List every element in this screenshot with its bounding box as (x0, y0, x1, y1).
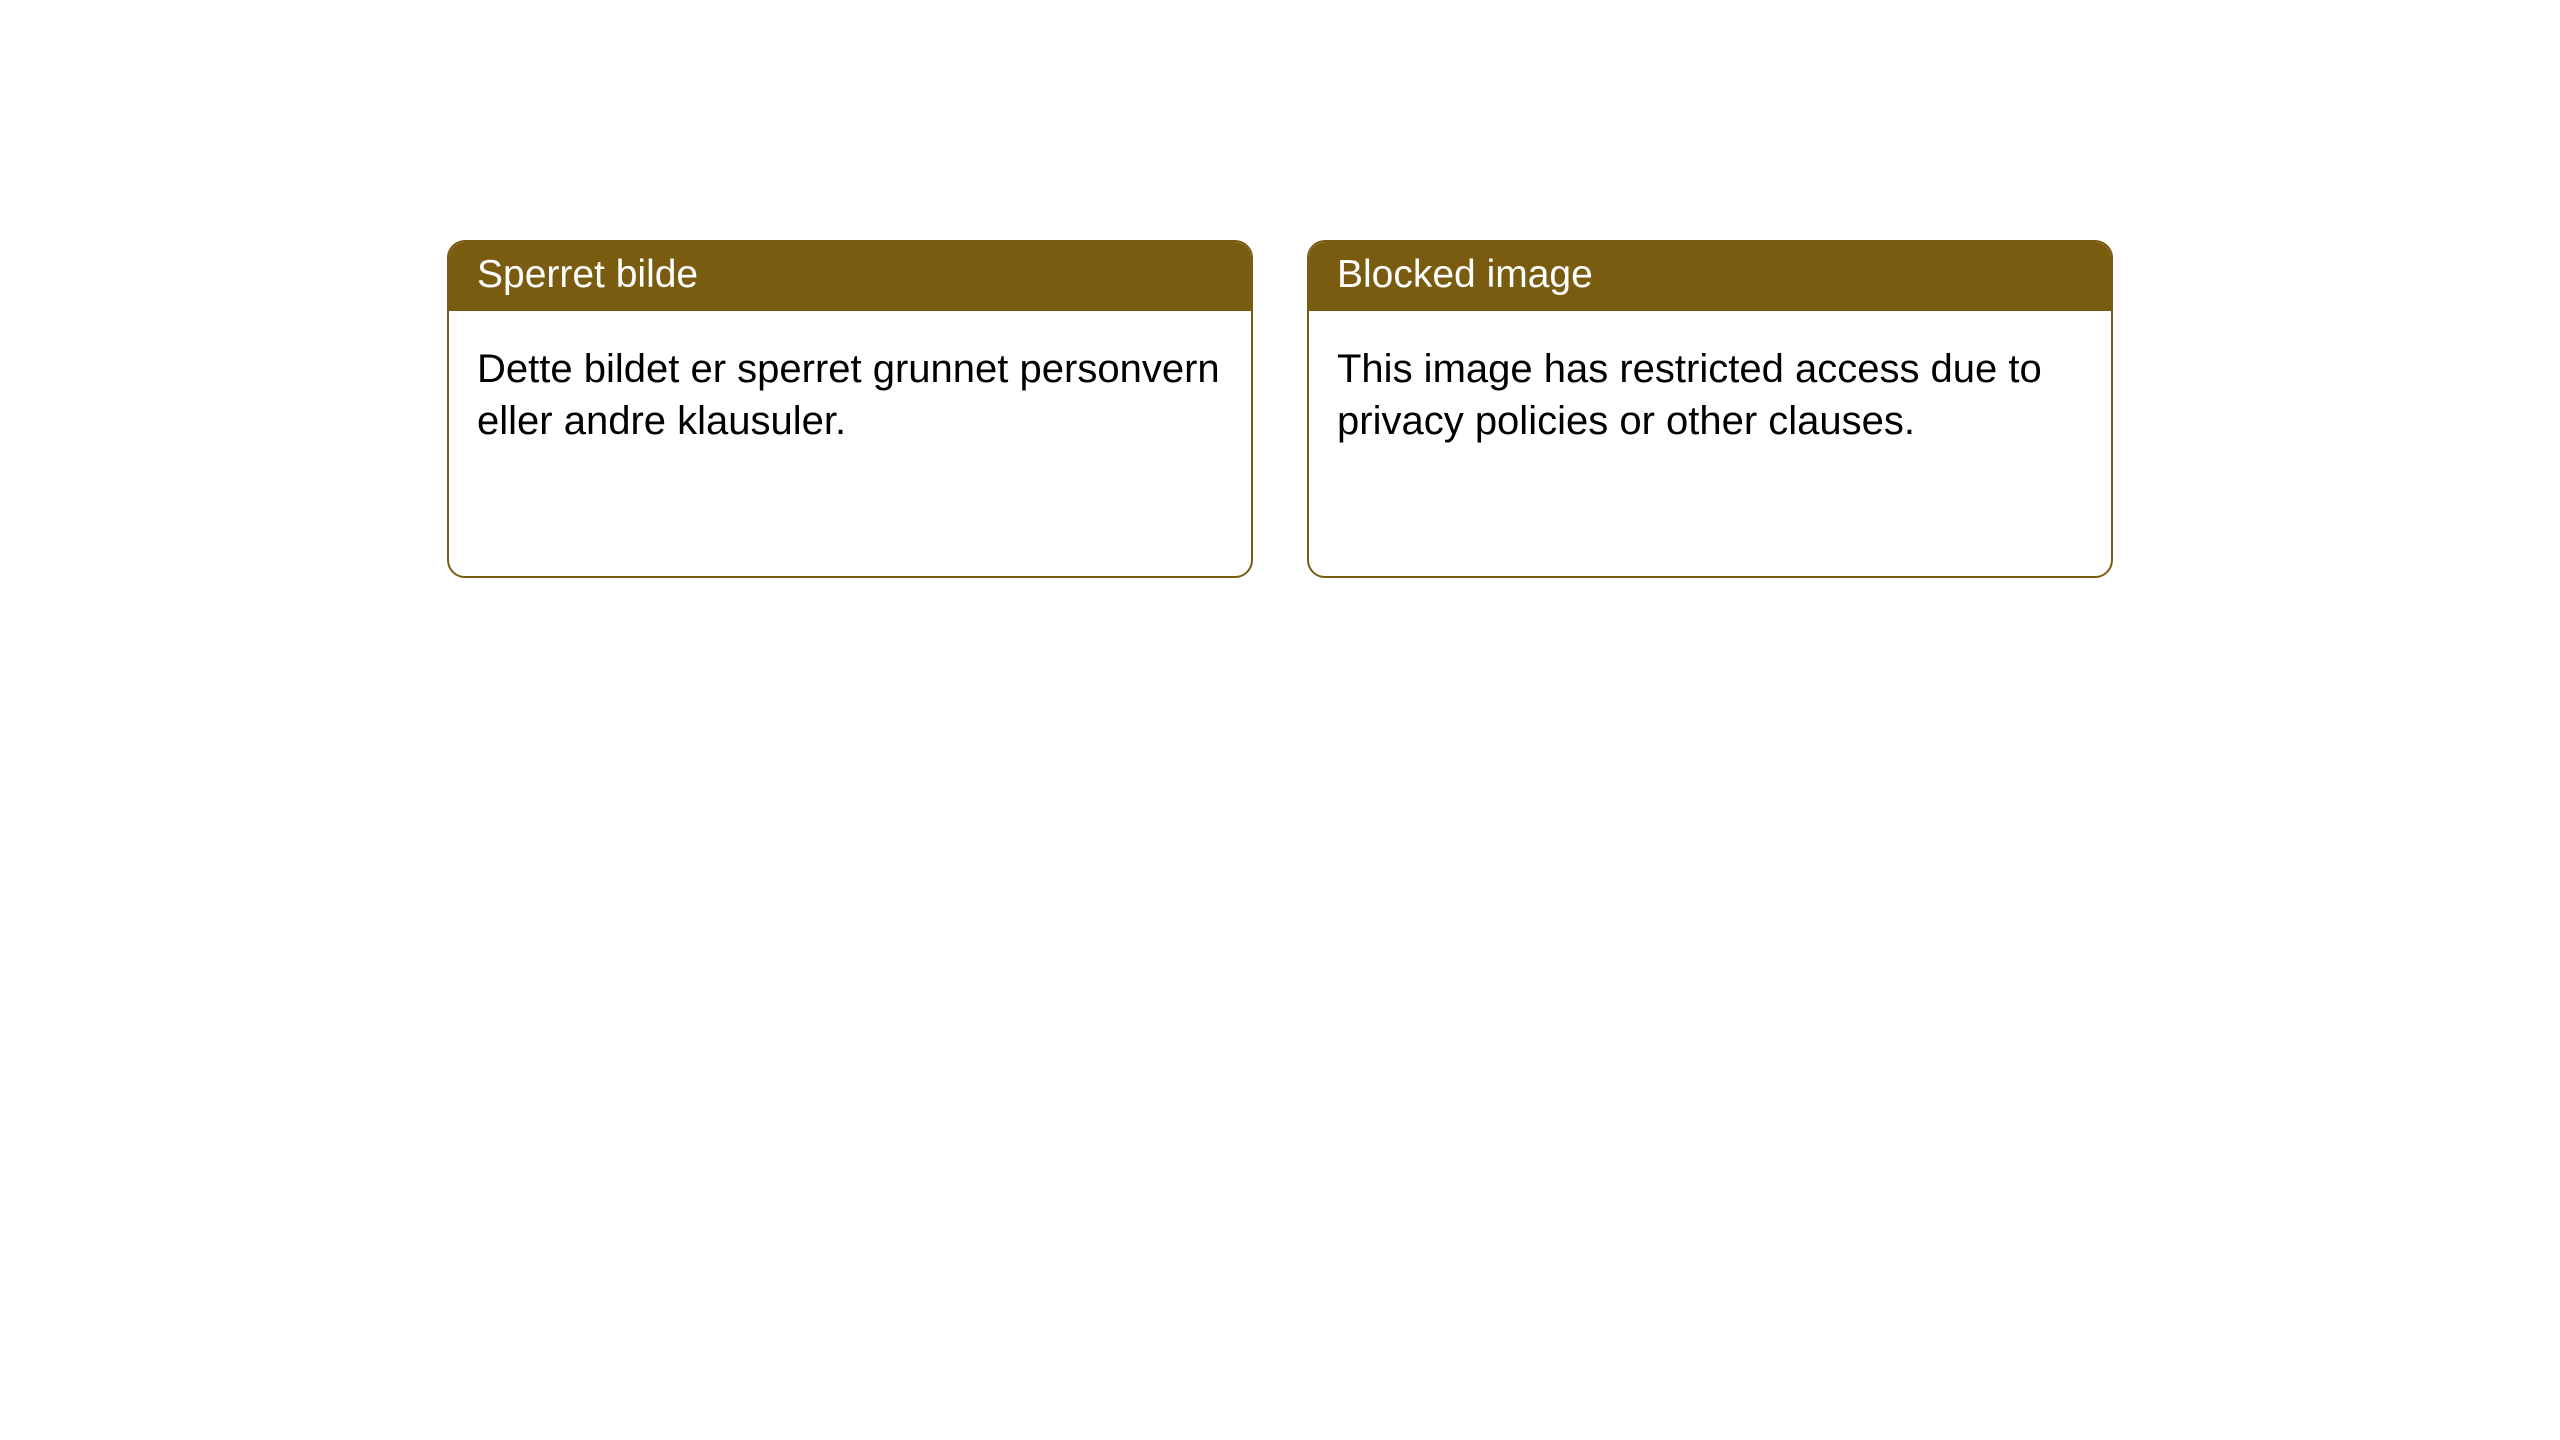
notice-card-title: Sperret bilde (449, 242, 1251, 311)
notice-card-norwegian: Sperret bilde Dette bildet er sperret gr… (447, 240, 1253, 578)
notice-container: Sperret bilde Dette bildet er sperret gr… (447, 240, 2113, 578)
notice-card-body: Dette bildet er sperret grunnet personve… (449, 311, 1251, 477)
notice-card-title: Blocked image (1309, 242, 2111, 311)
notice-card-english: Blocked image This image has restricted … (1307, 240, 2113, 578)
notice-card-body: This image has restricted access due to … (1309, 311, 2111, 477)
